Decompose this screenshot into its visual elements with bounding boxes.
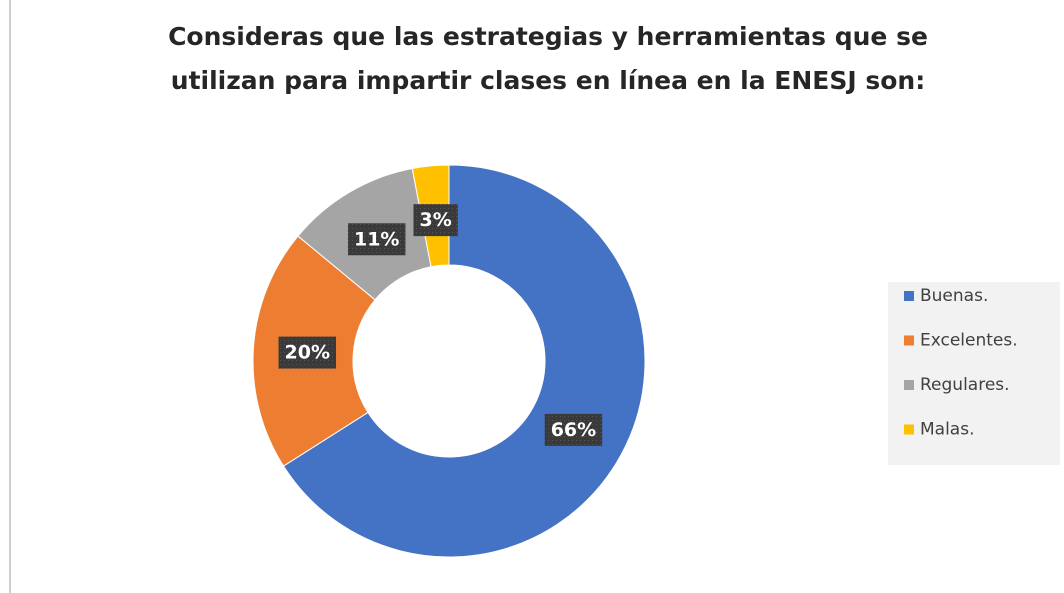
data-label-box [413, 204, 458, 237]
legend-swatch [904, 380, 914, 390]
chart-title: utilizan para impartir clases en línea e… [171, 66, 925, 95]
data-label-box [278, 336, 337, 369]
data-label-box [544, 413, 603, 446]
data-label: 3% [420, 209, 452, 231]
legend-label: Malas. [920, 420, 975, 440]
legend-label: Excelentes. [920, 331, 1018, 351]
legend [888, 282, 1060, 465]
data-label: 66% [551, 419, 596, 441]
donut-slice [282, 164, 646, 558]
chart-title: Consideras que las estrategias y herrami… [168, 22, 928, 51]
data-label: 20% [285, 342, 330, 364]
data-label-box [347, 223, 406, 256]
legend-label: Buenas. [920, 286, 988, 306]
legend-label: Regulares. [920, 375, 1010, 395]
legend-swatch [904, 335, 914, 346]
data-label: 11% [354, 228, 399, 250]
legend-swatch [904, 291, 914, 301]
legend-swatch [904, 424, 914, 435]
